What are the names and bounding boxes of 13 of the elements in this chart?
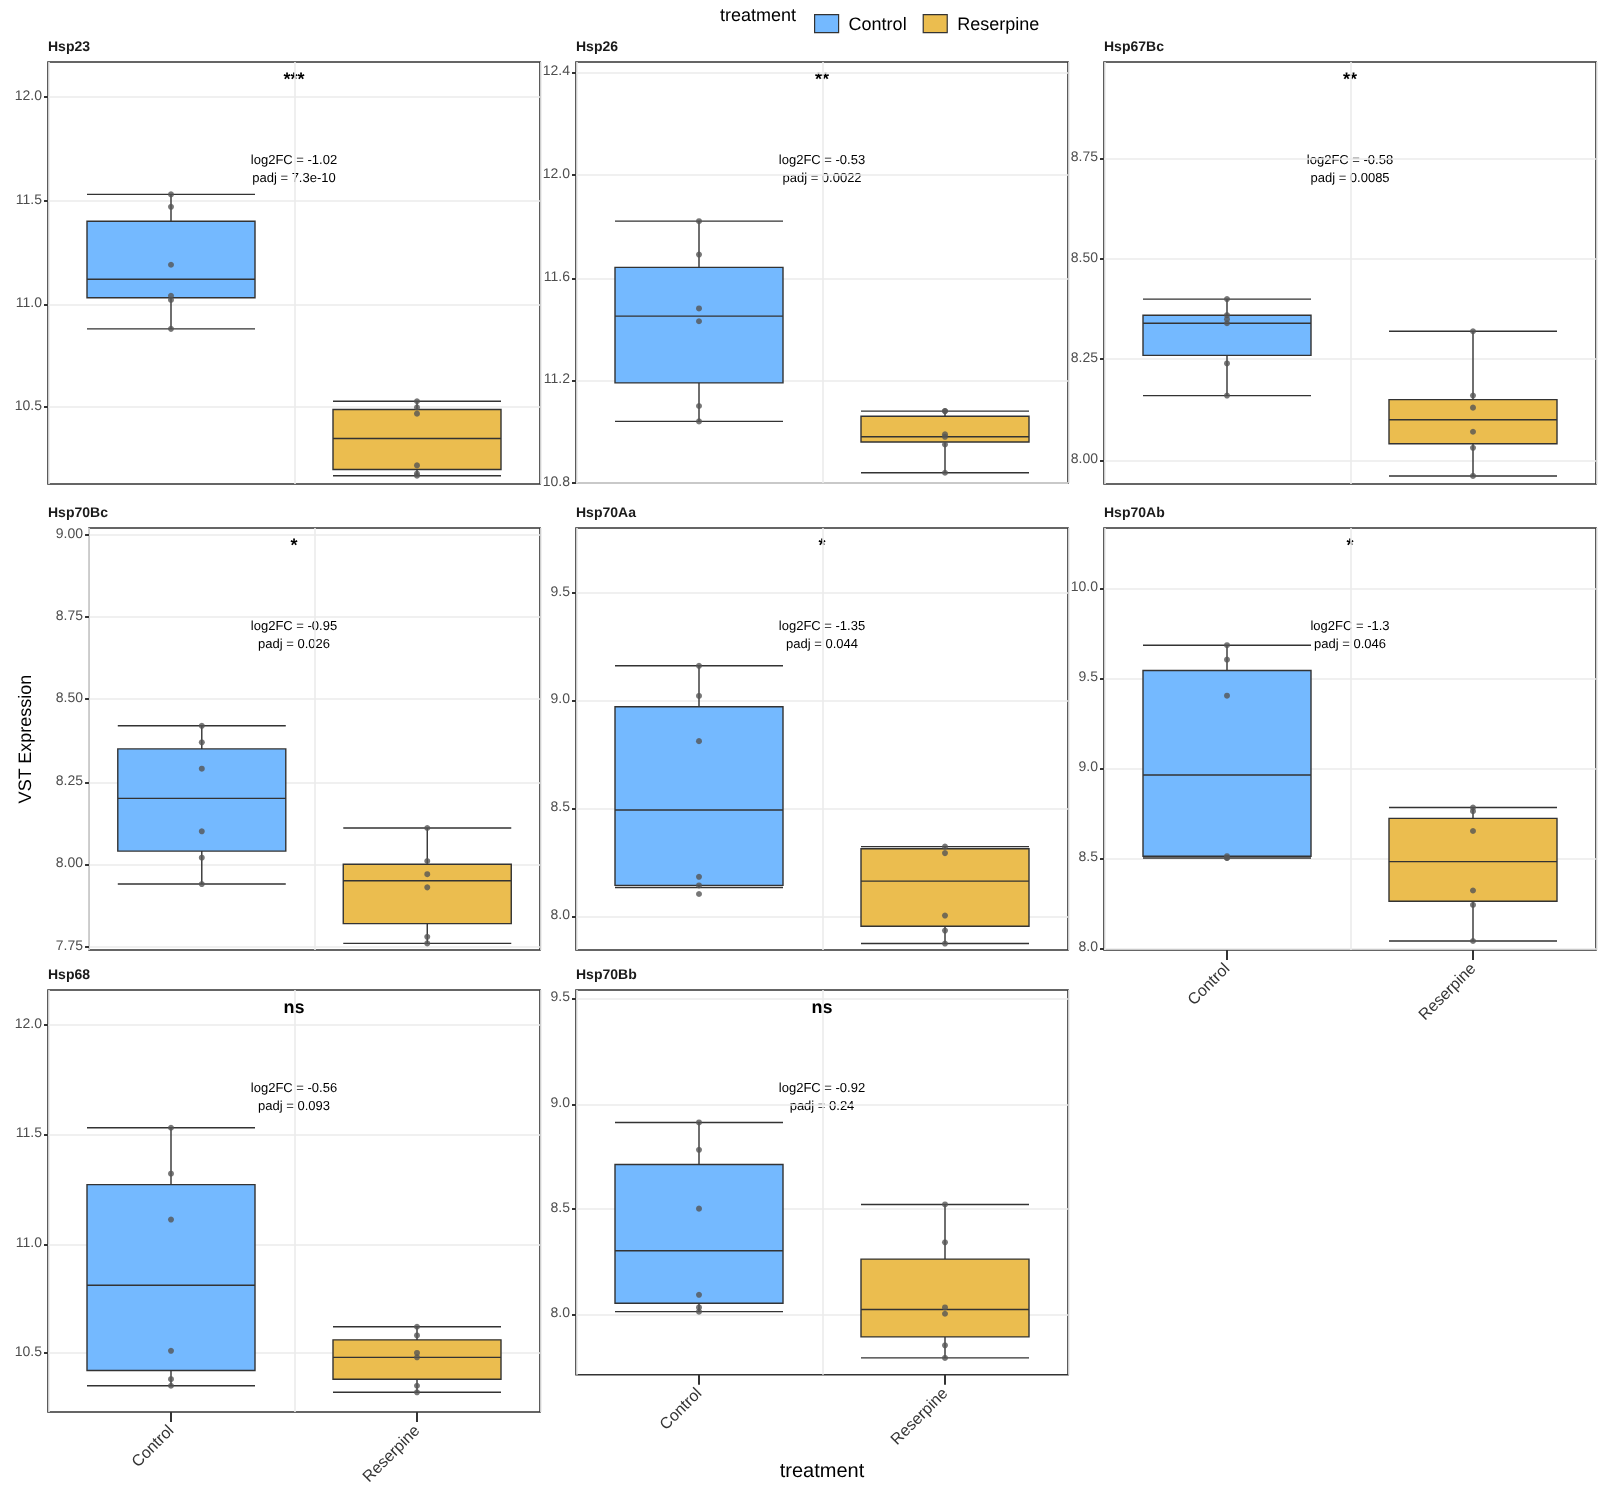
x-axis-title: treatment [779,1461,865,1483]
annotation: * [818,535,827,555]
y-axis-title: VST Expression [15,674,35,804]
annotation: * [290,535,299,555]
annotation: * [1346,535,1355,555]
legend-label: Control [848,13,907,34]
annotation: ** [814,69,830,89]
annotation: *** [283,69,306,89]
annotation: ** [1342,69,1358,89]
annotation: ns [811,997,833,1017]
legend-title: treatment [719,5,797,25]
annotation: ns [283,997,305,1017]
legend-label: Reserpine [957,13,1040,34]
